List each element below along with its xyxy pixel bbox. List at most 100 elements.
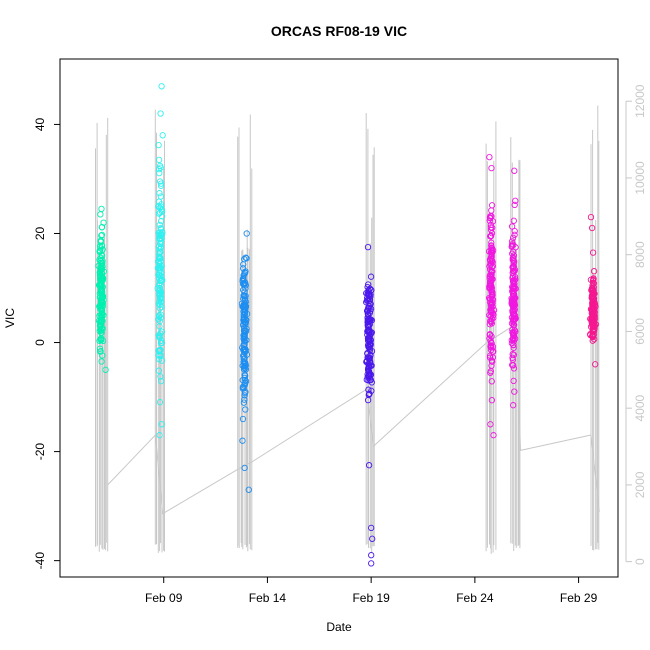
data-point: [365, 462, 373, 469]
data-point: [239, 286, 247, 294]
data-point: [589, 302, 596, 309]
data-point: [241, 396, 248, 403]
data-point: [364, 371, 371, 378]
data-point: [508, 241, 516, 248]
data-point: [157, 340, 165, 347]
data-point: [364, 337, 372, 344]
data-point: [156, 323, 163, 330]
data-point: [241, 359, 248, 366]
data-point: [510, 318, 517, 326]
data-point: [509, 308, 516, 316]
data-point: [156, 190, 163, 197]
data-point: [155, 156, 163, 164]
data-point: [488, 249, 495, 256]
y2-tick-label: 12000: [633, 84, 647, 118]
data-point: [364, 243, 372, 251]
data-point: [489, 303, 496, 310]
data-point: [509, 250, 516, 257]
data-point: [511, 227, 518, 235]
data-point: [509, 234, 517, 241]
data-point: [98, 358, 105, 365]
data-point: [242, 379, 249, 387]
x-tick-label: Feb 19: [352, 591, 390, 605]
data-point: [156, 305, 164, 312]
plot-frame: [59, 58, 619, 578]
data-point: [242, 388, 249, 396]
data-point: [488, 378, 495, 385]
data-point: [156, 432, 163, 439]
y2-tick-label: 8000: [633, 241, 647, 268]
data-point: [159, 229, 166, 236]
y2-tick-label: 6000: [633, 318, 647, 345]
data-point: [487, 421, 494, 428]
data-point: [589, 286, 596, 293]
data-point: [366, 354, 373, 362]
data-point: [159, 132, 166, 139]
data-point: [367, 359, 374, 366]
data-point: [510, 332, 517, 339]
data-point: [241, 315, 248, 322]
data-point: [157, 281, 164, 289]
data-point: [590, 298, 597, 305]
data-point: [369, 535, 376, 542]
data-point: [156, 255, 163, 262]
data-point: [156, 301, 164, 309]
data-point: [97, 327, 105, 334]
data-point: [96, 269, 103, 276]
altitude-layer: [95, 105, 600, 554]
data-point: [368, 560, 375, 567]
data-point: [156, 399, 164, 406]
data-point: [487, 233, 494, 240]
data-point: [511, 335, 519, 342]
data-point: [488, 282, 495, 290]
data-point: [158, 201, 165, 208]
data-point: [489, 300, 496, 307]
data-point: [508, 320, 516, 327]
data-point: [158, 83, 165, 90]
data-point: [243, 325, 250, 332]
data-point: [155, 262, 163, 270]
data-point: [97, 274, 104, 281]
data-point: [99, 262, 106, 269]
data-point: [510, 263, 517, 270]
data-point: [366, 341, 374, 348]
data-point: [488, 340, 495, 347]
data-point: [508, 223, 516, 230]
data-point: [590, 308, 598, 316]
data-point: [487, 221, 495, 229]
data-point: [158, 213, 166, 220]
data-point: [157, 110, 164, 117]
y2-tick-label: 2000: [633, 471, 647, 498]
data-point: [510, 260, 517, 267]
data-point: [365, 318, 372, 325]
y2-tick-label: 0: [633, 558, 647, 565]
data-point: [242, 319, 249, 326]
data-point: [365, 335, 372, 342]
data-point: [590, 331, 597, 338]
data-point: [157, 330, 164, 337]
data-point: [96, 248, 104, 256]
data-point: [509, 351, 516, 358]
data-point: [367, 362, 374, 369]
data-point: [509, 354, 516, 361]
data-point: [243, 230, 250, 237]
data-point: [97, 280, 105, 287]
data-point: [98, 205, 105, 213]
data-point: [510, 277, 517, 284]
data-point: [510, 351, 518, 359]
data-point: [96, 348, 104, 355]
data-point: [486, 153, 493, 161]
data-point: [487, 224, 495, 231]
data-point: [511, 231, 518, 238]
data-point: [96, 256, 103, 263]
altitude-baseline: [107, 322, 600, 515]
data-point: [510, 362, 517, 369]
data-point: [241, 382, 248, 389]
data-point: [510, 295, 517, 302]
y-tick-label: 40: [33, 117, 47, 131]
data-point: [510, 279, 517, 286]
data-point: [157, 311, 164, 318]
data-point: [155, 165, 163, 173]
data-point: [366, 285, 374, 292]
